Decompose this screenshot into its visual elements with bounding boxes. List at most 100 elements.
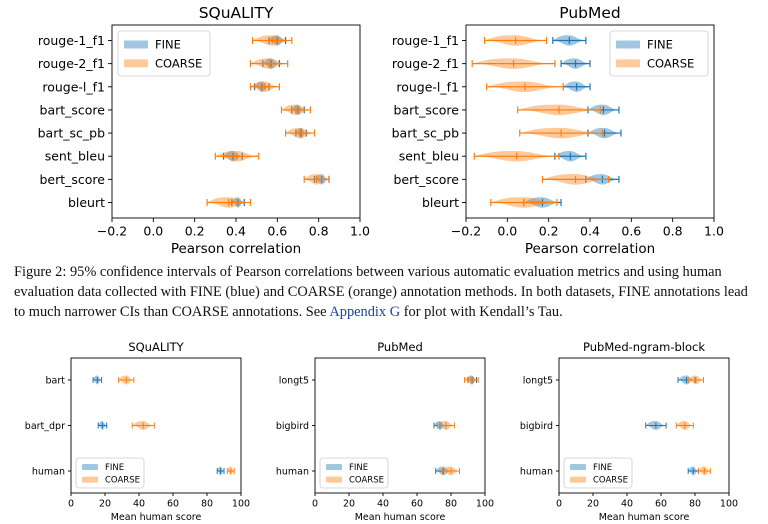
y-tick-label: rouge-l_f1 <box>42 79 105 94</box>
x-axis-label: Mean human score <box>111 512 202 523</box>
chart-title: PubMed <box>559 4 621 22</box>
y-tick-label: human <box>520 466 553 477</box>
x-tick-label: 0.8 <box>663 224 683 239</box>
legend-swatch <box>82 476 98 483</box>
legend-box <box>563 457 633 489</box>
y-tick-label: bigbird <box>276 421 309 432</box>
x-tick-label: 20 <box>99 499 111 510</box>
y-tick-label: bart_score <box>40 102 106 117</box>
legend-swatch <box>616 40 640 49</box>
legend-label: FINE <box>155 38 181 52</box>
chart-title: PubMed-ngram-block <box>583 340 705 354</box>
legend-swatch <box>616 59 640 68</box>
chart-panel: PubMed longt5 bigbird human 0 20 40 60 80 100 Mean… <box>276 340 494 523</box>
x-tick-label: 0.0 <box>143 224 163 239</box>
legend-label: COARSE <box>593 476 628 486</box>
x-tick-label: 0.8 <box>309 224 329 239</box>
x-tick-label: 40 <box>377 499 389 510</box>
legend-swatch <box>570 464 586 470</box>
x-tick-label: 20 <box>587 499 599 510</box>
legend-label: COARSE <box>349 476 384 486</box>
caption-text-5: annotations. See <box>228 304 330 320</box>
chart-panel: SQuALITY rouge-1_f1 rouge-2_f1 rouge-l_f1ba… <box>38 4 370 257</box>
legend-label: FINE <box>593 463 612 473</box>
y-tick-label: bart_dpr <box>25 421 65 432</box>
x-tick-label: 60 <box>167 499 179 510</box>
legend: FINE COARSE <box>609 30 709 77</box>
legend-label: COARSE <box>155 57 202 71</box>
x-tick-label: 100 <box>232 499 250 510</box>
x-tick-label: 0.2 <box>185 224 205 239</box>
x-tick-label: 0 <box>556 499 562 510</box>
legend-swatch <box>124 40 148 49</box>
y-tick-label: bert_score <box>39 172 105 187</box>
x-tick-label: 1.0 <box>350 224 370 239</box>
y-tick-label: bigbird <box>520 421 553 432</box>
x-tick-label: 0 <box>312 499 318 510</box>
legend-swatch <box>326 476 342 483</box>
chart-title: SQuALITY <box>128 340 184 354</box>
y-tick-label: longt5 <box>279 375 309 386</box>
x-axis-label: Mean human score <box>599 512 690 523</box>
legend-swatch <box>82 464 98 470</box>
legend-label: FINE <box>349 463 368 473</box>
legend-label: FINE <box>105 463 124 473</box>
y-tick-label: longt5 <box>523 375 553 386</box>
x-tick-label: 0.0 <box>497 224 517 239</box>
legend-box <box>609 30 709 77</box>
x-tick-label: 40 <box>621 499 633 510</box>
caption-text-4: annotations lead to much narrower CIs th… <box>14 284 748 320</box>
x-tick-label: 60 <box>655 499 667 510</box>
y-tick-label: bart_sc_pb <box>392 126 459 141</box>
x-tick-label: −0.2 <box>97 224 127 239</box>
x-tick-label: 0.6 <box>621 224 641 239</box>
x-tick-label: 0.2 <box>539 224 559 239</box>
legend-box <box>319 457 389 489</box>
caption-text-6: for plot with Kendall’s Tau. <box>400 304 563 320</box>
y-tick-label: rouge-1_f1 <box>38 33 105 48</box>
y-tick-label: rouge-1_f1 <box>392 33 459 48</box>
y-tick-label: bleurt <box>422 195 459 210</box>
x-tick-label: 0 <box>68 499 74 510</box>
x-tick-label: 80 <box>201 499 213 510</box>
x-tick-label: 0.6 <box>267 224 287 239</box>
y-tick-label: bart_sc_pb <box>38 126 105 141</box>
y-tick-label: human <box>276 466 309 477</box>
x-tick-label: 60 <box>411 499 423 510</box>
legend-swatch <box>570 476 586 483</box>
legend-label: COARSE <box>647 57 694 71</box>
x-tick-label: 80 <box>689 499 701 510</box>
chart-panel: PubMed-ngram-block longt5 bigbird human 0 20 4… <box>520 340 738 523</box>
legend-label: COARSE <box>105 476 140 486</box>
y-tick-label: bert_score <box>393 172 459 187</box>
caption-text-3: (orange) annotation methods. In both dat… <box>344 284 619 300</box>
y-tick-label: sent_bleu <box>45 149 105 164</box>
x-tick-label: 1.0 <box>704 224 724 239</box>
caption-coarse-label: COARSE <box>287 284 345 300</box>
y-tick-label: rouge-2_f1 <box>38 56 105 71</box>
y-tick-label: sent_bleu <box>399 149 459 164</box>
caption-text-2: (blue) and <box>221 284 288 300</box>
legend: FINE COARSE <box>75 457 145 489</box>
legend-box <box>117 30 211 77</box>
appendix-link[interactable]: Appendix G <box>329 304 401 320</box>
x-axis-label: Pearson correlation <box>525 241 655 257</box>
y-tick-label: bart_score <box>394 102 460 117</box>
x-tick-label: 0.4 <box>580 224 600 239</box>
caption-fine-label: FINE <box>189 284 222 300</box>
legend: FINE COARSE <box>319 457 389 489</box>
x-tick-label: 40 <box>133 499 145 510</box>
x-tick-label: 20 <box>343 499 355 510</box>
x-tick-label: 80 <box>445 499 457 510</box>
legend-box <box>75 457 145 489</box>
caption-fine-label: FINE <box>618 284 651 300</box>
figure-caption: Figure 2: 95% confidence intervals of Pe… <box>14 262 756 322</box>
x-axis-label: Mean human score <box>355 512 446 523</box>
y-tick-label: human <box>32 466 65 477</box>
legend: FINE COARSE <box>563 457 633 489</box>
x-axis-label: Pearson correlation <box>171 241 301 257</box>
chart-panel: PubMed rouge-1_f1 rouge-2_f1 rouge-l_f1bart… <box>392 4 724 257</box>
chart-title: SQuALITY <box>199 4 274 22</box>
